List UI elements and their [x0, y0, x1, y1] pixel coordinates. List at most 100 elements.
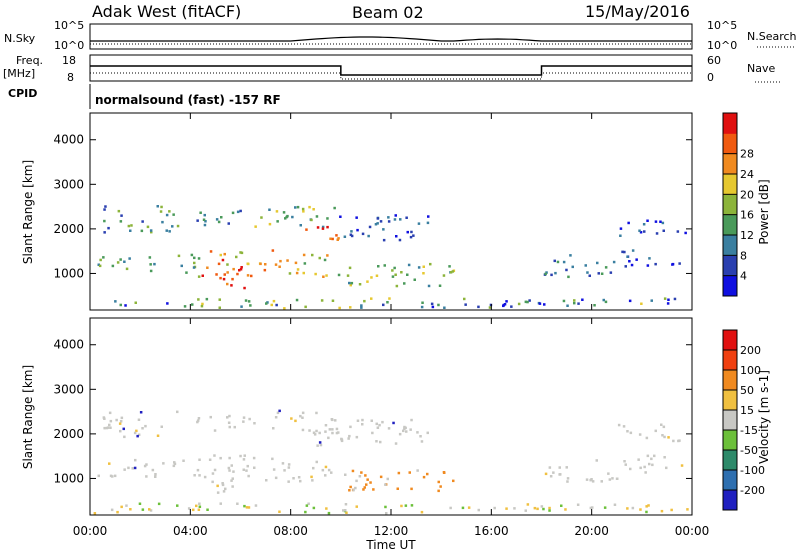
echo-cell: [395, 235, 398, 238]
echo-cell: [116, 261, 120, 264]
echo-cell: [162, 462, 165, 465]
echo-cell: [349, 425, 352, 429]
echo-cell: [228, 414, 231, 418]
echo-cell: [363, 486, 366, 489]
echo-cell: [153, 262, 156, 266]
echo-cell: [227, 222, 230, 225]
colorbar-segment: [723, 255, 737, 277]
echo-cell: [231, 485, 234, 488]
echo-cell: [333, 206, 336, 210]
echo-cell: [191, 303, 194, 306]
echo-cell: [371, 431, 374, 435]
echo-cell: [192, 266, 196, 269]
echo-cell: [242, 420, 245, 423]
echo-cell: [239, 454, 242, 458]
echo-cell: [328, 428, 332, 431]
echo-cell: [304, 305, 307, 309]
echo-cell: [202, 218, 206, 221]
xaxis-label: Time UT: [365, 538, 416, 552]
echo-cell: [443, 471, 446, 474]
echo-cell: [193, 256, 196, 260]
echo-cell: [231, 477, 234, 480]
echo-cell: [321, 225, 325, 229]
echo-cell: [653, 454, 656, 458]
echo-cell: [387, 220, 391, 223]
echo-cell: [108, 462, 111, 465]
nave-label: Nave: [747, 62, 775, 75]
echo-cell: [392, 421, 395, 425]
echo-cell: [645, 510, 648, 514]
echo-cell: [236, 272, 239, 276]
echo-cell: [287, 466, 291, 469]
echo-cell: [322, 275, 325, 278]
echo-cell: [141, 427, 144, 430]
echo-cell: [362, 488, 365, 491]
echo-cell: [165, 229, 168, 232]
echo-cell: [227, 421, 231, 424]
echo-cell: [120, 505, 123, 509]
echo-cell: [145, 463, 148, 466]
echo-cell: [108, 423, 111, 427]
echo-cell: [148, 256, 152, 259]
echo-cell: [556, 260, 560, 264]
echo-cell: [416, 431, 419, 434]
echo-cell: [254, 504, 258, 507]
ytick-label: 1000: [53, 266, 84, 280]
echo-cell: [595, 459, 598, 462]
echo-cell: [311, 479, 314, 482]
echo-cell: [294, 206, 297, 209]
echo-cell: [647, 504, 650, 507]
echo-cell: [226, 263, 229, 266]
echo-cell: [274, 476, 278, 480]
echo-cell: [312, 466, 315, 470]
echo-cell: [406, 273, 409, 276]
echo-cell: [346, 274, 350, 277]
echo-cell: [334, 419, 337, 422]
echo-cell: [211, 472, 215, 475]
echo-cell: [299, 224, 302, 227]
echo-cell: [288, 272, 292, 275]
echo-cell: [338, 306, 341, 310]
echo-cell: [370, 419, 373, 422]
colorbar-tick-label: 8: [740, 249, 747, 262]
colorbar-segment: [723, 330, 737, 351]
echo-cell: [345, 511, 348, 514]
echo-cell: [315, 429, 318, 433]
echo-cell: [604, 266, 608, 269]
echo-cell: [505, 300, 508, 303]
echo-cell: [236, 210, 240, 214]
echo-cell: [364, 474, 367, 477]
echo-cell: [187, 507, 191, 510]
echo-cell: [312, 506, 316, 510]
velocity-yaxis: 1000 2000 3000 4000: [53, 338, 692, 485]
echo-cell: [150, 230, 153, 234]
echo-cell: [646, 264, 650, 267]
echo-cell: [154, 473, 157, 476]
echo-cell: [176, 224, 180, 228]
echo-cell: [552, 471, 555, 474]
echo-cell: [222, 490, 226, 493]
echo-cell: [239, 251, 242, 254]
echo-cell: [324, 430, 327, 433]
echo-cell: [141, 220, 144, 223]
echo-cell: [294, 419, 297, 423]
echo-cell: [107, 226, 110, 230]
echo-cell: [564, 508, 567, 511]
echo-cell: [278, 265, 281, 268]
echo-cell: [236, 502, 239, 505]
echo-cell: [331, 428, 334, 431]
echo-cell: [349, 485, 352, 489]
echo-cell: [566, 477, 570, 480]
echo-cell: [119, 303, 122, 307]
echo-cell: [366, 478, 369, 481]
echo-cell: [565, 268, 568, 272]
echo-cell: [304, 510, 307, 514]
echo-cell: [276, 220, 279, 223]
echo-cell: [348, 266, 352, 270]
echo-cell: [560, 504, 563, 507]
echo-cell: [361, 232, 365, 236]
echo-cell: [268, 222, 272, 226]
velocity-ylabel: Slant Range [km]: [21, 365, 35, 469]
colorbar-segment: [723, 235, 737, 256]
echo-cell: [667, 298, 670, 301]
